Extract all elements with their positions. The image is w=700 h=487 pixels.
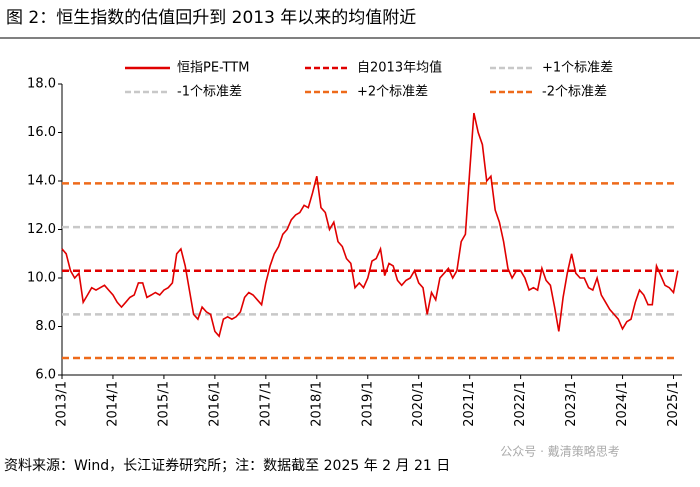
- y-tick-label: 10.0: [27, 271, 56, 286]
- x-tick-label: 2020/1: [411, 381, 426, 427]
- legend-label: 恒指PE-TTM: [177, 61, 249, 76]
- watermark: 公众号 · 戴清策略思考: [500, 444, 619, 459]
- x-tick-label: 2013/1: [55, 381, 70, 427]
- y-tick-label: 16.0: [27, 125, 56, 140]
- legend-label: +2个标准差: [357, 85, 428, 100]
- x-tick-label: 2024/1: [615, 381, 630, 427]
- x-tick-label: 2018/1: [309, 381, 324, 427]
- x-tick-label: 2015/1: [156, 381, 171, 427]
- x-tick-label: 2016/1: [207, 381, 222, 427]
- source-note: 资料来源：Wind，长江证券研究所；注：数据截至 2025 年 2 月 21 日: [4, 458, 450, 474]
- chart-title: 图 2：恒生指数的估值回升到 2013 年以来的均值附近: [6, 8, 416, 28]
- x-tick-label: 2025/1: [666, 381, 681, 427]
- x-tick-label: 2021/1: [462, 381, 477, 427]
- y-tick-label: 8.0: [35, 319, 56, 334]
- x-tick-label: 2019/1: [360, 381, 375, 427]
- y-tick-label: 14.0: [27, 174, 56, 189]
- x-tick-label: 2023/1: [564, 381, 579, 427]
- x-tick-label: 2014/1: [105, 381, 120, 427]
- x-tick-label: 2017/1: [258, 381, 273, 427]
- y-tick-label: 12.0: [27, 222, 56, 237]
- legend-label: +1个标准差: [542, 61, 613, 76]
- series-line: [61, 112, 679, 338]
- x-tick-label: 2022/1: [513, 381, 528, 427]
- legend-label: 自2013年均值: [357, 60, 442, 76]
- y-tick-label: 18.0: [27, 77, 56, 92]
- legend-label: -1个标准差: [177, 85, 242, 100]
- y-tick-label: 6.0: [35, 368, 56, 383]
- legend-label: -2个标准差: [542, 85, 607, 100]
